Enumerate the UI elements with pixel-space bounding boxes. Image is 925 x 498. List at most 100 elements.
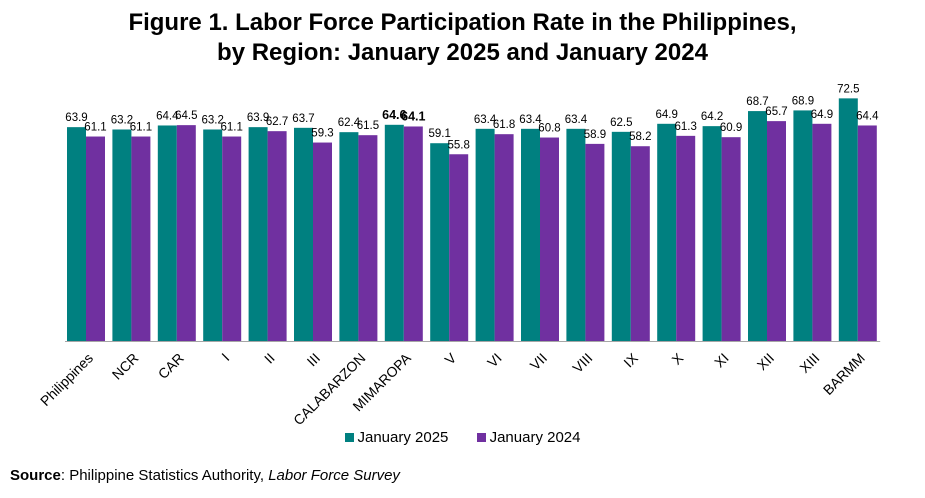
- data-label-vi-january-2024: 61.8: [493, 119, 515, 131]
- data-label-xii-january-2024: 65.7: [765, 106, 787, 118]
- chart-title-line-2: by Region: January 2025 and January 2024: [217, 39, 708, 66]
- x-tick-label-viii: VIII: [569, 350, 595, 376]
- legend-swatch-january-2024: [476, 433, 486, 443]
- data-label-viii-january-2025: 63.4: [565, 114, 588, 126]
- x-tick-label-calabarzon: CALABARZON: [290, 350, 368, 428]
- bar-x-january-2025: [657, 123, 677, 341]
- data-label-car-january-2024: 64.5: [175, 110, 197, 122]
- bar-barmm-january-2025: [838, 98, 858, 341]
- bar-calabarzon-january-2025: [339, 132, 359, 341]
- bar-i-january-2025: [203, 129, 223, 341]
- data-label-mimaropa-january-2025: 64.6: [382, 108, 406, 122]
- data-label-xi-january-2025: 64.2: [701, 111, 723, 123]
- x-tick-label-vi: VI: [484, 350, 505, 371]
- bar-ix-january-2024: [630, 146, 650, 341]
- data-label-viii-january-2024: 58.9: [584, 129, 606, 141]
- x-tick-label-xiii: XIII: [796, 350, 822, 376]
- x-tick-label-i: I: [218, 350, 232, 364]
- bar-car-january-2024: [176, 125, 196, 341]
- source-publication: Labor Force Survey: [268, 467, 400, 484]
- data-label-i-january-2025: 63.2: [202, 114, 224, 126]
- x-tick-label-philippines: Philippines: [37, 350, 96, 409]
- data-label-barmm-january-2024: 64.4: [856, 110, 879, 122]
- data-label-calabarzon-january-2025: 62.4: [338, 117, 361, 129]
- x-tick-label-ncr: NCR: [109, 350, 142, 383]
- bar-ncr-january-2025: [112, 129, 132, 341]
- source-text: : Philippine Statistics Authority,: [60, 467, 269, 484]
- data-label-barmm-january-2025: 72.5: [837, 83, 859, 95]
- data-label-ncr-january-2025: 63.2: [111, 114, 133, 126]
- data-label-philippines-january-2024: 61.1: [84, 122, 106, 134]
- data-label-i-january-2024: 61.1: [221, 122, 243, 134]
- x-tick-label-ix: IX: [620, 349, 641, 370]
- legend-item-january-2025: January 2025: [344, 429, 448, 446]
- bar-vii-january-2025: [521, 128, 540, 341]
- bar-viii-january-2025: [566, 128, 586, 341]
- data-label-xi-january-2024: 60.9: [720, 122, 742, 134]
- data-label-mimaropa-january-2024: 64.1: [401, 109, 425, 123]
- bar-xii-january-2025: [748, 111, 767, 341]
- bar-viii-january-2024: [585, 143, 605, 341]
- legend-item-january-2024: January 2024: [476, 428, 581, 446]
- bar-xiii-january-2025: [793, 110, 813, 341]
- source-note: Source: Philippine Statistics Authority,…: [10, 467, 400, 484]
- x-tick-label-x: X: [668, 349, 686, 367]
- x-tick-label-v: V: [441, 349, 459, 367]
- bar-calabarzon-january-2024: [358, 135, 378, 341]
- data-label-ix-january-2024: 58.2: [629, 131, 651, 143]
- bar-mimaropa-january-2025: [384, 124, 404, 342]
- bar-xi-january-2024: [721, 137, 741, 341]
- data-label-v-january-2025: 59.1: [429, 128, 451, 140]
- x-tick-label-car: CAR: [155, 350, 187, 382]
- data-label-iii-january-2025: 63.7: [292, 113, 314, 125]
- legend-swatch-january-2025: [344, 433, 354, 443]
- bar-iii-january-2024: [313, 142, 332, 341]
- data-label-calabarzon-january-2024: 61.5: [357, 120, 379, 132]
- bar-ncr-january-2024: [131, 136, 151, 341]
- source-label: Source: [10, 467, 61, 484]
- bar-xi-january-2025: [702, 126, 722, 341]
- bar-i-january-2024: [222, 136, 242, 341]
- bar-chart: 63.961.1Philippines63.261.1NCR64.464.5CA…: [37, 83, 881, 428]
- bar-xii-january-2024: [767, 121, 786, 342]
- bar-barmm-january-2024: [857, 125, 877, 341]
- x-tick-label-ii: II: [261, 350, 278, 367]
- bar-vii-january-2024: [540, 137, 559, 341]
- bar-vi-january-2025: [475, 128, 495, 341]
- data-label-ii-january-2024: 62.7: [266, 116, 288, 128]
- data-label-xiii-january-2024: 64.9: [811, 109, 833, 121]
- bar-ix-january-2025: [611, 131, 631, 341]
- bar-philippines-january-2024: [86, 136, 105, 341]
- bar-xiii-january-2024: [812, 123, 832, 341]
- bar-x-january-2024: [676, 135, 696, 341]
- x-tick-label-xi: XI: [711, 350, 732, 371]
- x-tick-label-vii: VII: [527, 350, 550, 373]
- data-label-x-january-2024: 61.3: [675, 121, 697, 133]
- bar-philippines-january-2025: [67, 127, 86, 341]
- data-label-ix-january-2025: 62.5: [610, 117, 632, 129]
- bar-vi-january-2024: [494, 134, 514, 341]
- x-tick-label-xii: XII: [754, 350, 777, 373]
- data-label-iii-january-2024: 59.3: [311, 128, 333, 140]
- data-label-vii-january-2025: 63.4: [519, 114, 542, 126]
- bar-ii-january-2024: [267, 131, 287, 341]
- bar-car-january-2025: [157, 125, 177, 341]
- data-label-philippines-january-2025: 63.9: [65, 112, 87, 124]
- data-label-v-january-2024: 55.8: [448, 139, 470, 151]
- legend-label-january-2024: January 2024: [489, 428, 581, 446]
- data-label-ncr-january-2024: 61.1: [130, 122, 152, 134]
- bar-v-january-2025: [430, 143, 450, 341]
- chart-title-line-1: Figure 1. Labor Force Participation Rate…: [128, 9, 797, 36]
- bar-mimaropa-january-2024: [403, 126, 423, 341]
- x-tick-label-barmm: BARMM: [820, 350, 868, 398]
- data-label-ii-january-2025: 63.9: [247, 112, 269, 124]
- bar-v-january-2024: [449, 154, 469, 341]
- data-label-vi-january-2025: 63.4: [474, 114, 497, 126]
- chart-title: Figure 1. Labor Force Participation Rate…: [0, 8, 925, 68]
- chart-legend: January 2025 January 2024: [0, 428, 925, 446]
- data-label-x-january-2025: 64.9: [656, 109, 678, 121]
- data-label-xiii-january-2025: 68.9: [792, 95, 814, 107]
- data-label-xii-january-2025: 68.7: [746, 96, 768, 108]
- bar-ii-january-2025: [248, 127, 268, 341]
- data-label-car-january-2025: 64.4: [156, 110, 179, 122]
